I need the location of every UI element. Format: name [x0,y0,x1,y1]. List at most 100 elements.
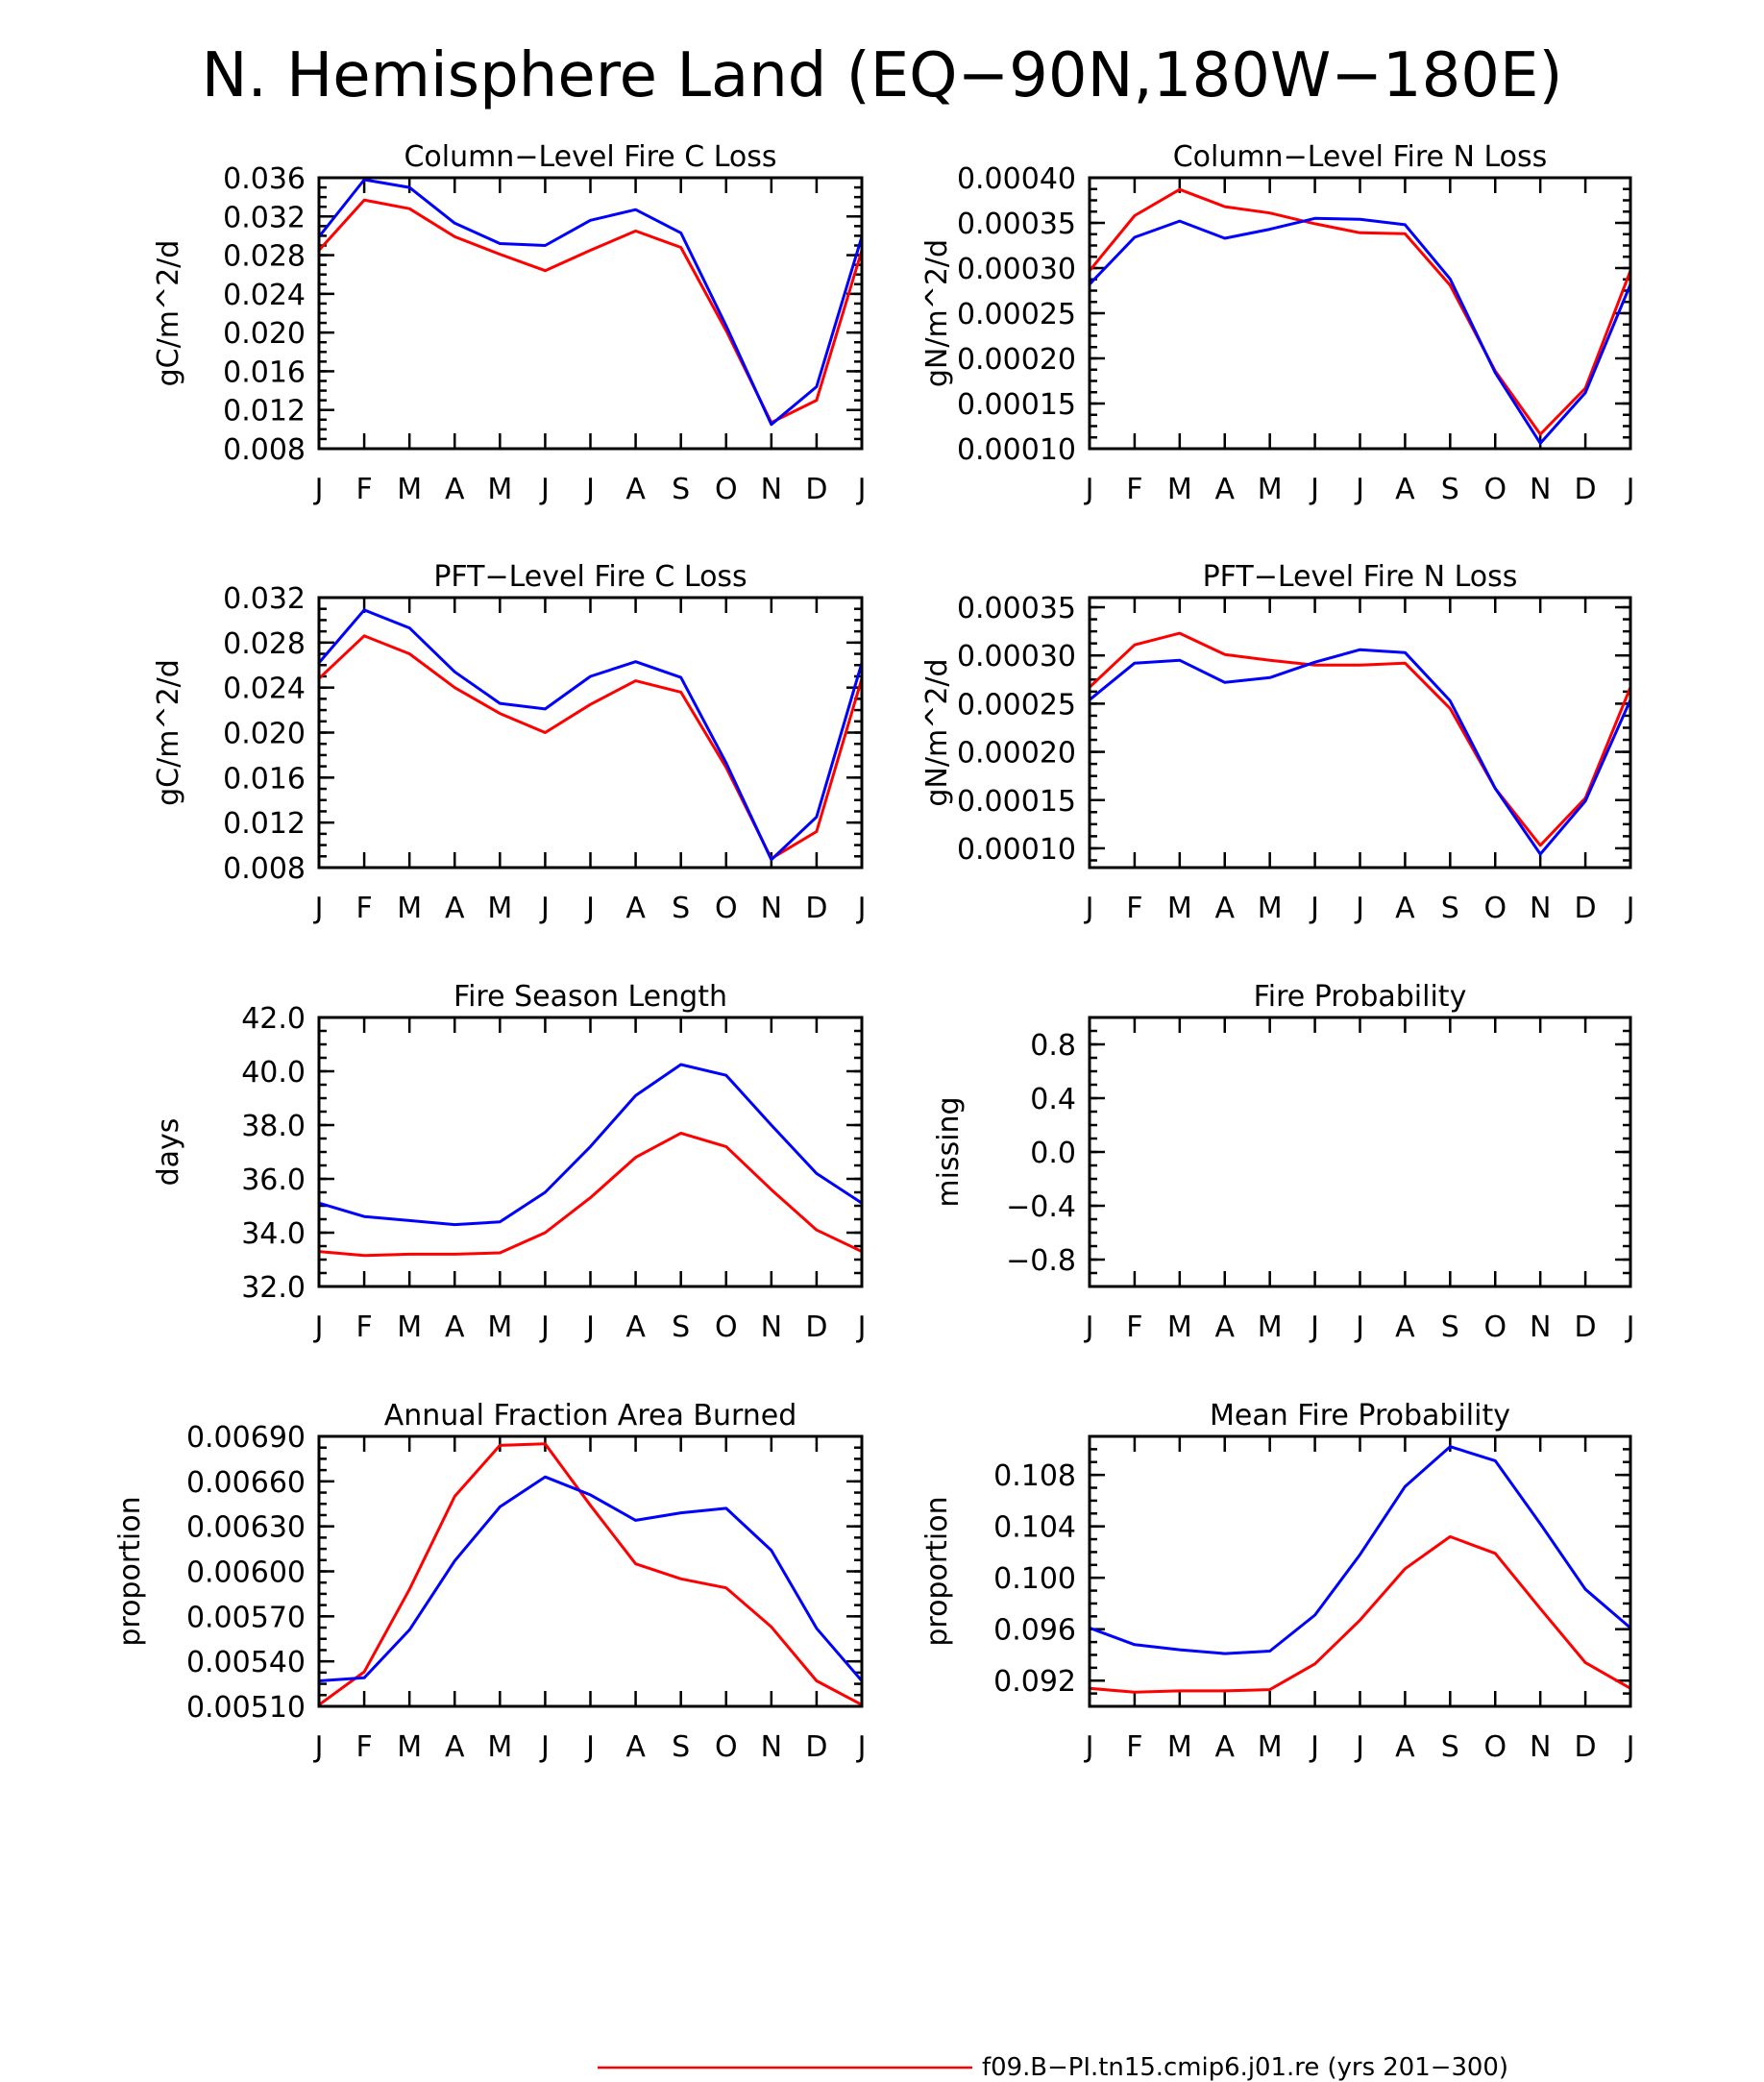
x-tick-label: O [715,473,738,506]
x-tick-label: N [1530,892,1551,925]
x-tick-label: S [1441,892,1459,925]
x-tick-label: J [1625,1310,1635,1344]
x-tick-label: F [1126,1310,1142,1344]
x-tick-label: J [539,1310,550,1344]
plot-frame [1088,1016,1632,1288]
x-tick-label: D [805,892,827,925]
y-tick-label: 0.00035 [957,208,1076,241]
x-tick-label: J [1625,1730,1635,1764]
y-tick-label: 0.00510 [186,1691,306,1725]
x-tick-label: O [1483,892,1507,925]
y-tick-label: −0.8 [1006,1244,1076,1278]
series-line-red [317,634,864,861]
y-axis-label: proportion [113,1496,147,1646]
y-tick-label: 0.020 [223,718,306,751]
x-tick-label: J [856,892,867,925]
x-tick-label: J [1084,473,1094,506]
y-tick-label: 0.00025 [957,298,1076,331]
x-tick-label: M [397,1310,422,1344]
x-tick-label: A [1395,1310,1415,1344]
x-tick-label: D [1575,1310,1597,1344]
x-tick-label: M [1258,1730,1283,1764]
y-tick-label: 0.00600 [186,1556,306,1590]
x-tick-label: J [584,473,595,506]
y-axis-label: missing [932,1096,966,1207]
x-tick-label: N [1530,473,1551,506]
x-tick-label: M [1167,473,1192,506]
y-tick-label: 0.096 [993,1614,1076,1648]
plot-frame [1088,176,1632,451]
series-line-red [1088,187,1632,436]
x-tick-label: J [1625,892,1635,925]
plot-frame [317,1434,864,1708]
y-tick-label: 0.00030 [957,253,1076,286]
panel-title: Column−Level Fire N Loss [1173,140,1548,174]
x-tick-label: M [397,473,422,506]
x-tick-label: A [445,473,465,506]
y-axis-label: days [152,1118,185,1187]
x-tick-label: A [625,1730,646,1764]
y-tick-label: 0.016 [223,762,306,796]
x-tick-label: J [313,473,324,506]
x-tick-label: J [1354,473,1364,506]
x-tick-label: F [355,473,372,506]
y-tick-label: 0.4 [1030,1083,1076,1116]
series-line-blue [317,1475,864,1682]
x-tick-label: D [1575,473,1597,506]
legend-label: f09.B−PI.tn15.cmip6.j01.re (yrs 201−300) [982,2053,1508,2082]
y-tick-label: 0.0 [1030,1137,1076,1170]
x-tick-label: D [1575,892,1597,925]
x-tick-label: D [805,1730,827,1764]
x-tick-label: M [487,1310,512,1344]
x-tick-label: A [625,892,646,925]
y-tick-label: 38.0 [241,1110,306,1143]
panel-title: Mean Fire Probability [1210,1399,1510,1433]
x-tick-label: J [584,1730,595,1764]
x-tick-label: J [1354,892,1364,925]
series-line-blue [1088,216,1632,445]
x-tick-label: A [445,1730,465,1764]
y-tick-label: 0.00025 [957,688,1076,722]
x-tick-label: J [1354,1730,1364,1764]
x-tick-label: O [715,1730,738,1764]
y-tick-label: 0.00035 [957,592,1076,625]
x-tick-label: F [355,1310,372,1344]
y-tick-label: 32.0 [241,1271,306,1305]
panel-title: PFT−Level Fire N Loss [1203,560,1518,594]
y-tick-label: 0.028 [223,240,306,274]
y-tick-label: 0.032 [223,201,306,234]
y-tick-label: 0.00570 [186,1601,306,1634]
x-tick-label: J [1625,473,1635,506]
series-line-blue [1088,648,1632,856]
x-tick-label: A [625,1310,646,1344]
x-tick-label: A [1214,1310,1235,1344]
y-tick-label: 0.016 [223,355,306,389]
y-tick-label: 40.0 [241,1056,306,1090]
y-tick-label: 0.020 [223,317,306,351]
y-tick-label: 0.00010 [957,433,1076,467]
x-tick-label: A [445,1310,465,1344]
x-tick-label: A [1214,892,1235,925]
series-line-blue [317,608,864,862]
y-tick-label: 0.024 [223,279,306,312]
x-tick-label: J [1309,1310,1319,1344]
panel-title: Column−Level Fire C Loss [404,140,776,174]
x-tick-label: A [625,473,646,506]
x-tick-label: J [856,1310,867,1344]
x-tick-label: A [1395,892,1415,925]
y-tick-label: 0.108 [993,1459,1076,1493]
y-tick-label: 0.012 [223,395,306,429]
x-tick-label: O [715,1310,738,1344]
y-tick-label: 0.104 [993,1511,1076,1545]
x-tick-label: J [1084,892,1094,925]
x-tick-label: J [584,1310,595,1344]
x-tick-label: S [1441,1730,1459,1764]
y-tick-label: 0.100 [993,1562,1076,1596]
x-tick-label: S [1441,473,1459,506]
